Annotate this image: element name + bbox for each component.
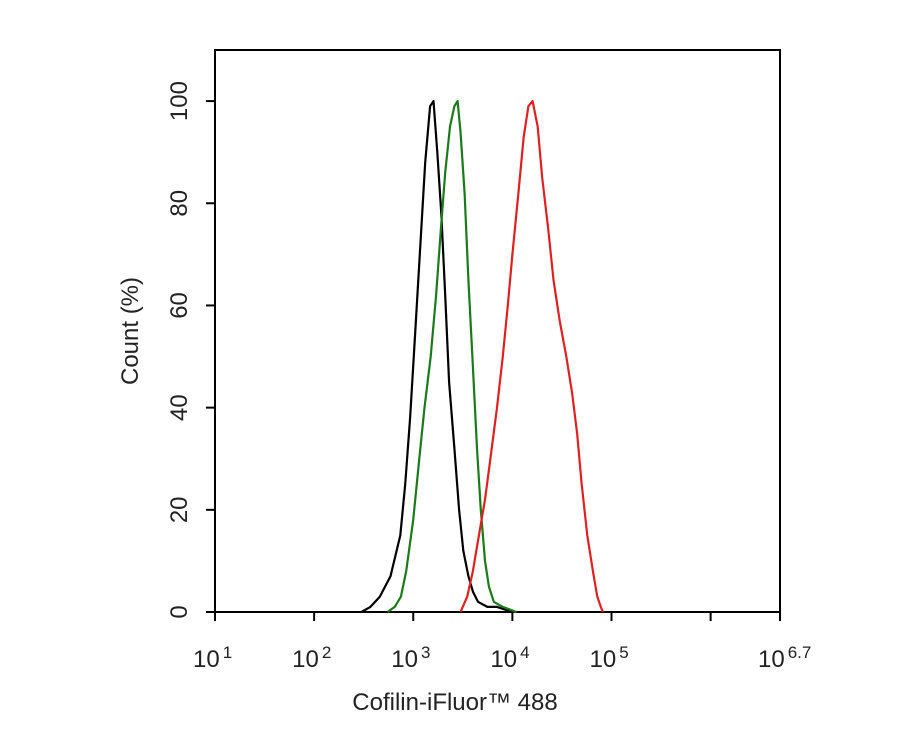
x-tick-label: 10 3	[391, 643, 430, 673]
x-tick-power: 6.7	[788, 643, 812, 662]
x-tick-base: 10	[589, 646, 616, 673]
histogram-line	[386, 100, 517, 614]
x-tick-power: 2	[322, 643, 331, 662]
x-tick-power: 3	[421, 643, 430, 662]
y-tick-label: 80	[166, 190, 193, 217]
x-tick-power: 4	[520, 643, 529, 662]
x-tick-power: 1	[223, 643, 232, 662]
y-tick-label: 100	[166, 81, 193, 121]
histogram-line	[360, 100, 513, 614]
x-axis-title: Cofilin-iFluor™ 488	[352, 689, 557, 716]
y-tick-label: 20	[166, 496, 193, 523]
y-axis-title: Count (%)	[117, 277, 144, 385]
y-tick-label: 40	[166, 394, 193, 421]
x-tick-base: 10	[490, 646, 517, 673]
x-tick-label: 10 2	[292, 643, 331, 673]
x-tick-label: 10 5	[589, 643, 628, 673]
x-tick-label: 10 6.7	[758, 643, 811, 673]
y-tick-label: 0	[166, 605, 193, 618]
x-tick-base: 10	[292, 646, 319, 673]
histogram-line	[459, 100, 604, 613]
x-tick-base: 10	[758, 646, 785, 673]
x-tick-base: 10	[193, 646, 220, 673]
x-tick-label: 10 4	[490, 643, 529, 673]
x-tick-base: 10	[391, 646, 418, 673]
x-tick-label: 10 1	[193, 643, 232, 673]
x-tick-power: 5	[619, 643, 628, 662]
y-tick-label: 60	[166, 292, 193, 319]
plot-frame	[214, 49, 781, 613]
